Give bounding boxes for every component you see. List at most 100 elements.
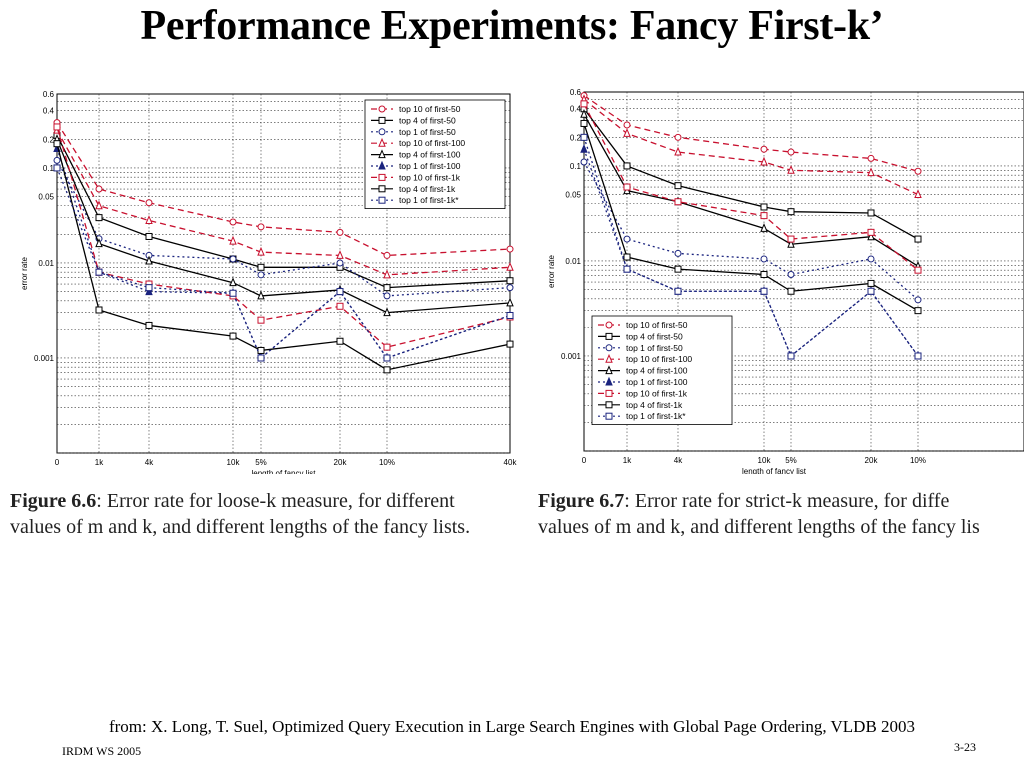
series-line	[56, 135, 511, 289]
legend-marker	[605, 401, 613, 409]
data-point	[145, 232, 153, 240]
data-point	[506, 297, 514, 307]
data-point	[506, 284, 514, 292]
y-tick-label: 0.6	[43, 90, 55, 99]
series-top-4-of-first-100	[53, 134, 514, 317]
y-tick-label: 0.05	[38, 193, 54, 202]
data-point	[787, 208, 795, 216]
data-point	[674, 287, 682, 295]
series-line	[56, 139, 511, 314]
legend-entry: top 10 of first-50	[626, 320, 688, 330]
data-point	[674, 198, 682, 206]
data-point	[336, 302, 344, 310]
data-point	[257, 316, 265, 324]
series-line	[56, 129, 511, 276]
legend-entry: top 4 of first-1k	[626, 400, 683, 410]
x-tick-label: 1k	[95, 458, 104, 467]
figure-6-7-chart: 0 1k 4k 10k 5% 20k 10% 0.6 0.4 0.2 0.1 0.05 0.01 0.00…	[540, 84, 1024, 476]
data-point	[95, 185, 103, 193]
legend-marker	[378, 105, 386, 113]
data-point	[229, 332, 237, 340]
data-point	[787, 235, 795, 243]
data-point	[867, 231, 875, 241]
x-tick-label: 10k	[227, 458, 241, 467]
legend-marker	[605, 389, 613, 397]
data-point	[867, 287, 875, 295]
data-point	[257, 290, 265, 300]
data-point	[867, 279, 875, 287]
series-top-1-of-first-1k-	[580, 133, 922, 360]
legend-entry: top 4 of first-50	[399, 115, 456, 125]
caption-line: values of m and k, and different lengths…	[538, 516, 980, 538]
data-point	[506, 340, 514, 348]
legend-marker	[378, 160, 386, 170]
caption-label: Figure 6.7	[538, 490, 625, 512]
data-point	[229, 277, 237, 287]
data-point	[623, 253, 631, 261]
data-point	[95, 306, 103, 314]
data-point	[580, 100, 588, 108]
data-point	[53, 156, 61, 164]
legend-marker	[605, 412, 613, 420]
legend-entry: top 1 of first-1k*	[626, 411, 686, 421]
data-point	[145, 284, 153, 292]
legend-entry: top 10 of first-100	[399, 138, 465, 148]
data-point	[383, 354, 391, 362]
data-point	[674, 182, 682, 190]
legend-entry: top 10 of first-1k	[399, 172, 461, 182]
x-tick-label: 40k	[504, 458, 518, 467]
x-tick-label: 20k	[334, 458, 348, 467]
data-point	[229, 255, 237, 263]
y-tick-label: 0.4	[43, 107, 55, 116]
y-tick-label: 0.2	[43, 135, 55, 144]
x-tick-label: 5%	[785, 456, 797, 465]
data-point	[867, 255, 875, 263]
series-line	[56, 143, 511, 371]
data-point	[383, 251, 391, 259]
data-point	[383, 292, 391, 300]
legend-marker	[605, 321, 613, 329]
data-point	[145, 321, 153, 329]
data-point	[580, 158, 588, 166]
data-point	[623, 121, 631, 129]
source-citation: from: X. Long, T. Suel, Optimized Query …	[108, 717, 916, 736]
legend-entry: top 4 of first-1k	[399, 184, 456, 194]
data-point	[383, 307, 391, 317]
data-point	[95, 214, 103, 222]
data-point	[257, 354, 265, 362]
data-point	[760, 212, 768, 220]
caption-label: Figure 6.6	[10, 490, 97, 512]
x-tick-label: 10%	[910, 456, 926, 465]
data-point	[145, 215, 153, 224]
legend-marker	[378, 185, 386, 193]
data-point	[53, 140, 61, 148]
series-line	[56, 122, 511, 257]
x-tick-label: 20k	[865, 456, 879, 465]
y-tick-label: 0.4	[570, 105, 582, 114]
caption-line: : Error rate for strict-k measure, for d…	[624, 490, 950, 512]
legend-marker	[605, 353, 613, 363]
y-axis-label: error rate	[547, 255, 556, 288]
data-point	[760, 255, 768, 263]
figure-6-7-caption: Figure 6.7: Error rate for strict-k meas…	[538, 488, 1024, 540]
data-point	[383, 269, 391, 279]
series-line	[56, 167, 511, 360]
legend-marker	[378, 137, 386, 147]
y-tick-label: 0.1	[570, 162, 582, 171]
series-top-1-of-first-1k-	[53, 164, 514, 362]
legend-entry: top 10 of first-50	[399, 104, 461, 114]
data-point	[145, 199, 153, 207]
y-tick-label: 0.6	[570, 88, 582, 97]
legend-marker	[378, 116, 386, 124]
legend-entry: top 1 of first-50	[626, 343, 683, 353]
x-tick-label: 1k	[623, 456, 632, 465]
data-point	[336, 250, 344, 259]
data-point	[674, 249, 682, 257]
data-point	[95, 268, 103, 276]
slide-title: Performance Experiments: Fancy First-k’	[140, 3, 884, 49]
legend-marker	[605, 365, 613, 375]
y-tick-label: 0.2	[570, 133, 582, 142]
data-point	[787, 165, 795, 174]
data-point	[867, 154, 875, 162]
data-point	[787, 148, 795, 156]
